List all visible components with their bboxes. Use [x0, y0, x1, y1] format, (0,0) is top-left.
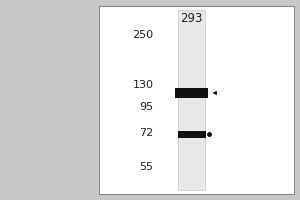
Text: 55: 55 — [140, 162, 154, 172]
Bar — [175, 88, 208, 98]
Text: 293: 293 — [180, 12, 203, 25]
Bar — [178, 10, 205, 190]
Bar — [178, 131, 206, 138]
Bar — [99, 6, 294, 194]
Text: 130: 130 — [133, 80, 154, 90]
Text: 95: 95 — [140, 102, 154, 112]
Text: 250: 250 — [133, 30, 154, 40]
Text: 72: 72 — [139, 128, 154, 138]
